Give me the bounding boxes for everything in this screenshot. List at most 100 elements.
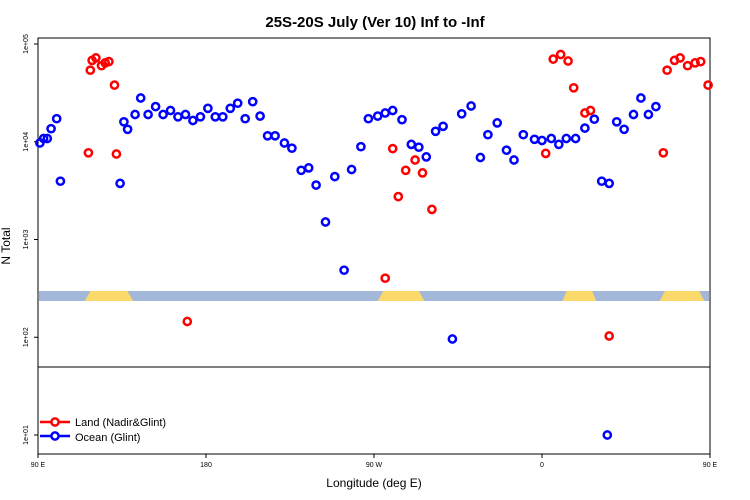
ocean-point [406,139,417,150]
ocean-point [570,133,581,144]
x-tick-label: 90 E [31,462,46,469]
legend-land-label: Land (Nadir&Glint) [75,417,166,429]
ocean-point [296,165,307,176]
map-land-band [659,291,705,301]
ocean-point [303,163,314,173]
x-tick-label: 0 [540,462,544,469]
y-tick-label: 1e+03 [23,230,30,250]
land-point [427,204,437,215]
ocean-point [225,103,236,114]
background-map [39,291,709,301]
ocean-point [413,142,424,153]
map-ocean-strip [39,291,709,301]
data-points [35,49,713,440]
y-tick-label: 1e+01 [23,425,30,445]
ocean-point [55,176,66,187]
ocean-point [210,111,221,122]
ocean-point [589,114,600,125]
land-point [555,49,566,60]
ocean-point [438,121,448,132]
map-land-band [377,291,425,301]
ocean-point [311,180,321,190]
ocean-point [611,116,622,127]
land-point [662,65,672,76]
ocean-point [339,265,349,276]
land-point [410,155,420,165]
ocean-point [492,118,503,128]
ocean-point [329,171,340,182]
ocean-point [546,133,557,144]
ocean-point [188,115,198,126]
ocean-point [346,164,357,175]
x-tick-label: 90 W [366,462,383,469]
ocean-point [232,98,243,109]
ocean-point [466,101,476,111]
land-point [703,80,713,90]
ocean-point [643,109,654,120]
ocean-point [46,123,56,134]
ocean-point [537,135,547,146]
ocean-point [529,134,540,145]
y-tick-label: 1e+04 [23,132,30,152]
ocean-point [240,113,251,124]
ocean-point [247,96,258,107]
y-axis-label: N Total [0,227,13,264]
ocean-point [651,101,661,112]
land-point [109,80,120,90]
ocean-point [119,116,129,127]
x-axis-label: Longitude (deg E) [326,476,421,490]
ocean-point [173,111,183,122]
land-point [111,149,122,159]
legend-ocean-label: Ocean (Glint) [75,432,140,444]
x-tick-label: 180 [200,462,212,469]
land-point [85,65,96,76]
ocean-point [596,176,607,187]
chart-title: 25S-20S July (Ver 10) Inf to -Inf [265,14,485,31]
y-axis: 1e+01 1e+02 1e+03 1e+04 1e+05 [23,34,38,445]
ocean-point [143,109,153,120]
ocean-point [262,130,273,141]
land-point [690,58,700,68]
ocean-point [619,124,629,135]
ocean-point [456,108,467,119]
land-point [182,316,193,327]
ocean-point [180,109,191,120]
ocean-point [501,145,512,156]
land-point [417,168,428,178]
ocean-point [518,129,529,140]
map-land-band [84,291,134,301]
ocean-point [320,217,331,227]
ocean-point [135,93,146,103]
ocean-point [553,139,564,150]
ocean-point [165,105,176,116]
ocean-point [42,133,53,144]
land-point [682,60,693,71]
map-land-band [562,291,597,301]
ocean-point [38,133,49,144]
x-tick-label: 90 E [703,462,718,469]
ocean-point [636,93,646,103]
ocean-point [387,105,398,116]
land-point [83,147,94,158]
y-tick-label: 1e+02 [23,327,30,347]
legend-land-marker [50,417,60,427]
ocean-point [363,113,374,124]
land-point [585,105,596,116]
land-point [548,54,559,64]
ocean-point [51,113,62,124]
legend-ocean-marker [50,431,60,441]
ocean-point [115,178,125,189]
ocean-point [580,123,590,133]
ocean-point [421,152,432,162]
ocean-point [604,178,615,189]
ocean-point [158,109,168,120]
ocean-point [483,129,493,140]
ocean-point [356,141,366,152]
ocean-point [203,103,213,114]
land-point [675,53,685,63]
ocean-point [150,101,161,112]
ocean-point [372,111,383,121]
ocean-point [380,108,391,118]
land-point [393,191,404,202]
ocean-point [279,138,290,148]
